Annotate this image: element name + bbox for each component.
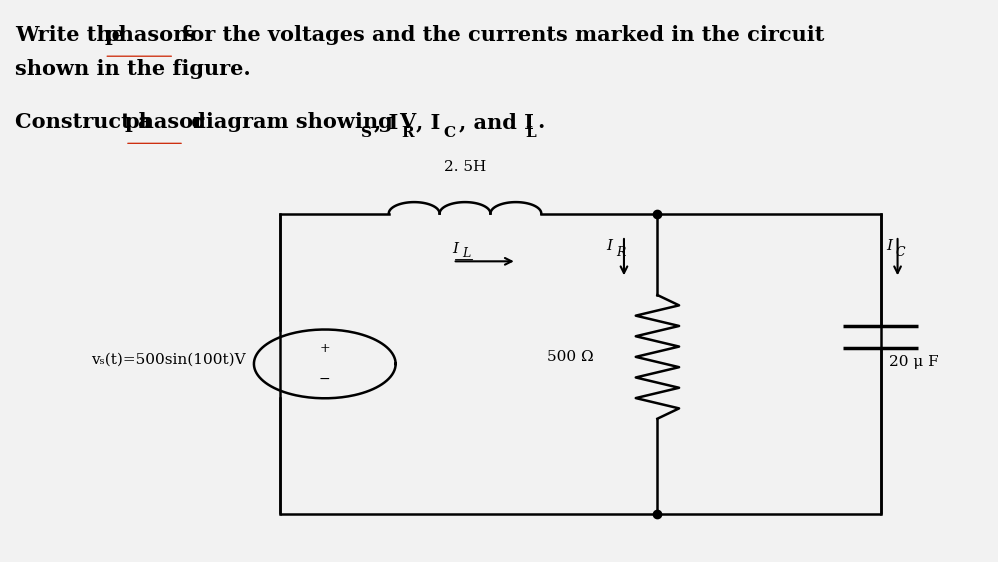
Text: diagram showing V: diagram showing V	[184, 112, 416, 133]
Text: L: L	[462, 247, 471, 260]
Text: −: −	[319, 373, 330, 386]
Text: .: .	[537, 112, 545, 133]
Text: 20 μ F: 20 μ F	[888, 356, 938, 369]
Text: Write the: Write the	[15, 25, 132, 46]
Text: C: C	[444, 126, 456, 140]
Text: phasor: phasor	[125, 112, 206, 133]
Text: 500 Ω: 500 Ω	[547, 350, 594, 364]
Text: , and I: , and I	[459, 112, 534, 133]
Text: R: R	[616, 246, 626, 259]
Text: L: L	[526, 126, 536, 140]
Text: S: S	[361, 126, 372, 140]
Text: +: +	[319, 342, 330, 355]
Text: C: C	[895, 246, 905, 259]
Text: for the voltages and the currents marked in the circuit: for the voltages and the currents marked…	[175, 25, 824, 46]
Text: vₛ(t)=500sin(100t)V: vₛ(t)=500sin(100t)V	[92, 352, 247, 366]
Text: 2. 5H: 2. 5H	[444, 160, 486, 174]
Text: , I: , I	[416, 112, 441, 133]
Text: Construct a: Construct a	[15, 112, 159, 133]
Text: , I: , I	[374, 112, 398, 133]
Text: I: I	[453, 242, 459, 256]
Text: I: I	[606, 239, 612, 253]
Text: R: R	[401, 126, 414, 140]
Text: I: I	[886, 239, 892, 253]
Text: shown in the figure.: shown in the figure.	[15, 59, 250, 79]
Text: phasors: phasors	[105, 25, 197, 46]
